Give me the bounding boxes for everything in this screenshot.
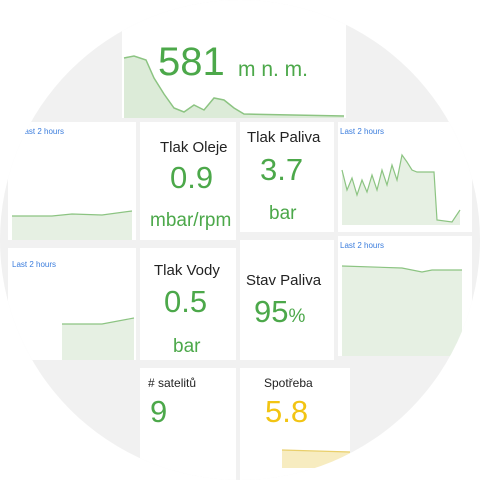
sensor-card bbox=[140, 368, 236, 480]
sensor-unit: bar bbox=[269, 203, 297, 224]
sensor-name: Tlak Paliva bbox=[247, 129, 321, 146]
history-label: Last 2 hours bbox=[340, 241, 385, 250]
sensor-unit: mbar/rpm bbox=[150, 210, 232, 231]
history-label: Last 2 hours bbox=[340, 127, 385, 136]
sensor-name: Tlak Oleje bbox=[160, 139, 228, 156]
sensor-value: 95 bbox=[254, 294, 289, 329]
sensor-name: # satelitů bbox=[148, 376, 197, 390]
sensor-name: Stav Paliva bbox=[246, 272, 322, 289]
sensor-value: 9 bbox=[150, 394, 168, 429]
sparkline bbox=[341, 265, 462, 356]
sparkline bbox=[281, 449, 351, 468]
history-label: Last 2 hours bbox=[20, 127, 65, 136]
sensor-reading: 95% bbox=[254, 294, 305, 330]
sensor-card bbox=[240, 122, 334, 232]
sensor-name: Spotřeba bbox=[264, 376, 313, 390]
sensor-card bbox=[140, 122, 236, 240]
sensor-unit: % bbox=[288, 306, 306, 327]
sensor-card bbox=[140, 248, 236, 360]
sensor-value: 0.5 bbox=[164, 284, 208, 319]
elevation-value: 581 bbox=[158, 40, 225, 84]
elevation-unit: m n. m. bbox=[238, 58, 309, 81]
sparkline bbox=[62, 317, 135, 360]
elevation-sparkline bbox=[123, 55, 345, 118]
sensor-value: 3.7 bbox=[260, 152, 304, 187]
sparkline bbox=[341, 153, 461, 225]
sensor-value: 5.8 bbox=[265, 394, 309, 429]
sensor-value: 0.9 bbox=[170, 160, 214, 195]
sparkline bbox=[12, 210, 133, 240]
sensor-name: Tlak Vody bbox=[154, 262, 220, 279]
history-label: Last 2 hours bbox=[12, 260, 57, 269]
sensor-unit: bar bbox=[173, 336, 201, 357]
sensor-card bbox=[240, 240, 334, 360]
